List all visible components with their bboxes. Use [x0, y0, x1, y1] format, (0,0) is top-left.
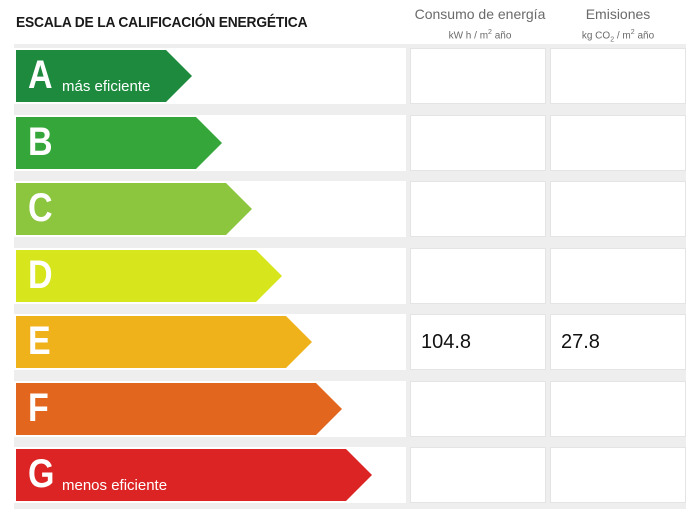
consumo-cell — [410, 380, 546, 437]
emisiones-cell — [550, 380, 686, 437]
column-label-consumo: Consumo de energía — [414, 6, 546, 22]
column-unit-emisiones: kg CO2 / m2 año — [581, 29, 655, 44]
emisiones-cell — [550, 247, 686, 304]
rating-arrow-c: C — [16, 183, 252, 235]
arrow-shape — [16, 116, 222, 169]
consumo-cell — [410, 114, 546, 171]
page-title: ESCALA DE LA CALIFICACIÓN ENERGÉTICA — [16, 14, 308, 31]
rating-row-c: C — [0, 181, 698, 237]
consumo-cell — [410, 181, 546, 237]
arrow-shape — [16, 382, 342, 435]
column-header-emisiones: Emisiones kg CO2 / m2 año — [548, 6, 688, 47]
rating-letter: B — [28, 119, 53, 164]
rating-row-e: E 104.8 27.8 — [0, 314, 698, 370]
rating-letter: A — [28, 53, 53, 97]
rating-arrow-d: D — [16, 249, 282, 302]
arrow-shape — [16, 316, 312, 368]
consumo-cell — [410, 447, 546, 503]
arrow-shape — [16, 50, 192, 102]
rating-sublabel: más eficiente — [62, 78, 151, 95]
consumo-cell — [410, 48, 546, 104]
rating-letter: F — [28, 385, 49, 430]
rating-arrow-e: E — [16, 316, 312, 368]
arrow-shape — [16, 249, 282, 302]
emisiones-value: 27.8 — [561, 331, 600, 353]
consumo-value: 104.8 — [421, 331, 472, 353]
consumo-cell: 104.8 — [410, 314, 546, 370]
rating-letter: E — [28, 319, 51, 363]
rating-row-b: B — [0, 114, 698, 171]
emisiones-cell — [550, 114, 686, 171]
emisiones-cell: 27.8 — [550, 314, 686, 370]
rating-letter: D — [28, 252, 53, 297]
rating-row-f: F — [0, 380, 698, 437]
emisiones-cell — [550, 181, 686, 237]
emisiones-cell — [550, 48, 686, 104]
arrow-shape — [16, 449, 372, 501]
rating-sublabel: menos eficiente — [62, 477, 168, 494]
consumo-cell — [410, 247, 546, 304]
rating-arrow-b: B — [16, 116, 222, 169]
column-header-consumo: Consumo de energía kW h / m2 año — [410, 6, 550, 43]
rating-letter: C — [28, 186, 53, 230]
rating-letter: G — [28, 452, 55, 496]
rating-row-d: D — [0, 247, 698, 304]
column-unit-consumo: kW h / m2 año — [448, 29, 512, 42]
emisiones-cell — [550, 447, 686, 503]
rating-arrow-f: F — [16, 382, 342, 435]
column-label-emisiones: Emisiones — [585, 6, 651, 22]
arrow-shape — [16, 183, 252, 235]
